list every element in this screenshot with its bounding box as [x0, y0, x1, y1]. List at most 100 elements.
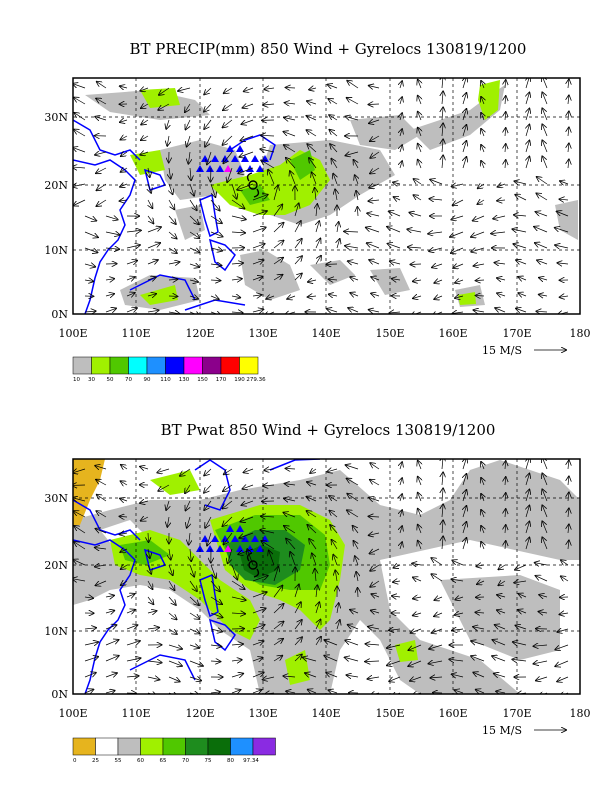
wind-arrow	[367, 243, 380, 249]
svg-text:160E: 160E	[438, 707, 467, 720]
wind-arrow	[335, 570, 337, 582]
wind-arrow	[505, 525, 506, 534]
wind-arrow	[413, 280, 422, 281]
wind-arrow	[526, 125, 529, 137]
legend-swatch	[252, 737, 276, 756]
wind-arrow	[294, 602, 301, 614]
wind-arrow	[74, 511, 86, 518]
svg-text:130E: 130E	[248, 327, 277, 340]
wind-arrow	[474, 264, 485, 266]
wind-arrow	[168, 279, 177, 280]
wind-arrow	[168, 612, 177, 619]
wind-arrow	[210, 645, 221, 646]
lon-labels: 100E 110E 120E 130E 140E 150E 160E 170E …	[58, 707, 590, 720]
map-frame	[72, 458, 581, 695]
legend-label: 110	[160, 377, 171, 383]
wind-arrow	[413, 613, 422, 616]
wind-arrow	[273, 186, 278, 201]
wind-arrow	[536, 311, 548, 312]
wind-arrow	[371, 277, 380, 280]
wind-arrow	[223, 119, 233, 127]
wind-arrow	[237, 183, 254, 190]
wind-arrow	[431, 574, 443, 582]
svg-text:170E: 170E	[502, 707, 531, 720]
wind-arrow	[332, 540, 338, 550]
wind-arrow	[481, 81, 484, 89]
wind-arrow	[442, 472, 443, 486]
wind-arrow	[84, 215, 96, 221]
wind-arrow	[126, 245, 140, 248]
wind-arrow	[370, 480, 380, 486]
wind-arrow	[418, 477, 421, 486]
wind-arrow	[189, 264, 199, 267]
wind-arrow	[526, 522, 529, 534]
wind-arrow	[542, 521, 548, 534]
wind-arrow	[189, 532, 190, 545]
wind-vectors	[73, 78, 569, 314]
wind-arrow	[312, 173, 317, 185]
wind-arrow	[455, 613, 464, 615]
wind-arrow	[316, 585, 317, 598]
wind-arrow	[96, 511, 107, 518]
wind-arrow	[140, 467, 149, 469]
wind-arrow	[414, 179, 422, 185]
wind-arrow	[252, 295, 261, 296]
wind-arrow	[327, 309, 338, 312]
wind-arrow	[273, 622, 284, 630]
wind-arrow	[96, 167, 107, 173]
wind-arrow	[105, 611, 114, 613]
wind-arrow	[239, 532, 254, 538]
wind-arrow	[140, 501, 149, 503]
wind-arrow	[223, 135, 233, 145]
wind-arrow	[294, 239, 302, 249]
wind-arrow	[284, 145, 296, 153]
wind-arrow	[252, 658, 262, 661]
wind-arrow	[430, 180, 443, 185]
wind-arrow	[475, 612, 485, 613]
wind-arrow	[140, 88, 149, 91]
wind-arrow	[84, 231, 98, 237]
wind-arrow	[526, 474, 529, 486]
wind-arrow	[476, 690, 485, 693]
wind-arrow	[418, 493, 421, 502]
wind-arrow	[166, 119, 169, 129]
svg-text:30N: 30N	[44, 111, 68, 124]
wind-arrow	[348, 261, 359, 264]
wind-arrow	[474, 310, 485, 312]
wind-arrow	[400, 129, 402, 137]
wind-arrow	[285, 103, 296, 104]
wind-arrow	[505, 509, 506, 518]
wind-arrow	[120, 120, 128, 122]
wind-arrow	[284, 526, 296, 534]
wind-arrow	[505, 128, 506, 137]
wind-arrow	[369, 184, 380, 188]
legend-label: 55	[115, 758, 122, 764]
wind-arrow	[471, 231, 485, 237]
wind-arrow	[315, 637, 321, 646]
wind-arrow	[273, 604, 284, 614]
wind-arrow	[329, 294, 338, 296]
wind-arrow	[260, 530, 275, 533]
wind-arrow	[167, 516, 169, 527]
wind-arrow	[455, 597, 464, 600]
color-legend: 10 30 50 70 90 110 130 150 170 190 279.36	[72, 356, 266, 383]
wind-arrow	[369, 104, 380, 105]
wind-arrow	[105, 248, 119, 249]
wind-arrow	[369, 86, 380, 88]
svg-text:150E: 150E	[375, 327, 404, 340]
wind-arrow	[252, 211, 267, 217]
svg-text:180: 180	[570, 327, 591, 340]
wind-arrow	[307, 497, 317, 501]
wind-arrow	[189, 564, 194, 577]
wind-arrow	[73, 148, 86, 153]
legend-swatch	[109, 356, 129, 375]
wind-arrow	[126, 293, 135, 296]
wind-arrow	[348, 308, 359, 312]
wind-arrow	[147, 596, 153, 604]
wind-arrow	[126, 658, 141, 661]
wind-arrow	[498, 565, 506, 569]
wind-arrow	[418, 509, 421, 518]
wind-arrow	[557, 629, 569, 632]
wind-arrow	[189, 296, 198, 299]
wind-arrow	[121, 465, 128, 469]
